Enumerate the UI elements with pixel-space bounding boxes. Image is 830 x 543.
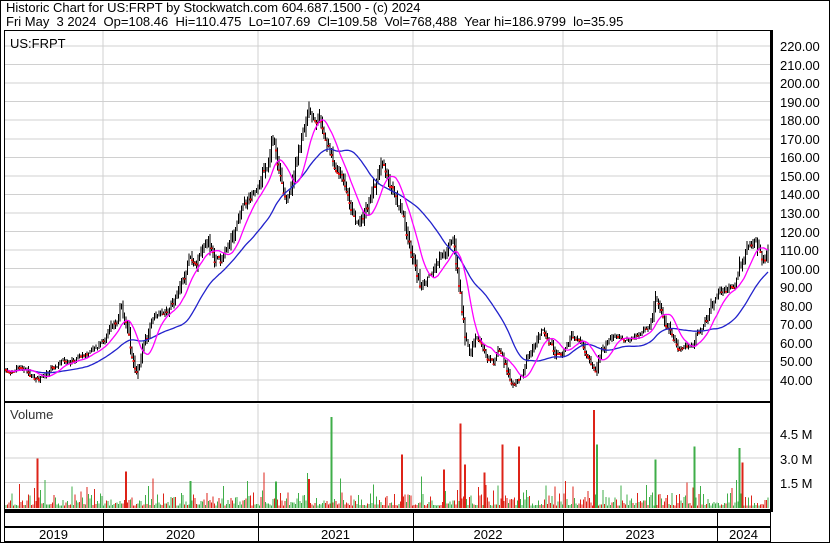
volume-tick-label: 1.5 M	[780, 476, 813, 492]
chart-title-bar: Historic Chart for US:FRPT by Stockwatch…	[6, 0, 421, 15]
year-separator	[103, 512, 104, 527]
price-tick-label: 70.00	[780, 317, 813, 333]
year-label: 2023	[625, 527, 655, 542]
year-separator	[717, 512, 718, 527]
price-tick-label: 60.00	[780, 335, 813, 351]
price-tick-label: 40.00	[780, 372, 813, 388]
quote-summary-bar: Fri May 3 2024 Op=108.46 Hi=110.475 Lo=1…	[6, 14, 624, 29]
price-tick-label: 90.00	[780, 280, 813, 296]
year-label: 2022	[473, 527, 503, 542]
price-tick-label: 180.00	[780, 113, 820, 129]
price-tick-label: 220.00	[780, 39, 820, 54]
price-tick-label: 210.00	[780, 57, 820, 73]
volume-tick-label: 3.0 M	[780, 451, 813, 467]
volume-panel	[4, 403, 773, 512]
volume-tick-label: 4.5 M	[780, 427, 813, 443]
year-label: 2019	[39, 527, 68, 542]
price-panel	[4, 30, 773, 403]
price-tick-label: 170.00	[780, 131, 820, 147]
year-separator	[717, 527, 718, 542]
year-separator	[103, 527, 104, 542]
price-tick-label: 110.00	[780, 243, 819, 259]
price-tick-label: 190.00	[780, 94, 820, 110]
year-separator	[413, 512, 414, 527]
price-tick-label: 100.00	[780, 261, 820, 277]
year-separator	[563, 512, 564, 527]
price-tick-label: 50.00	[780, 354, 813, 370]
price-tick-label: 150.00	[780, 168, 820, 184]
year-label: 2020	[166, 527, 195, 542]
price-tick-label: 200.00	[780, 76, 820, 92]
year-separator	[563, 527, 564, 542]
year-separator	[258, 512, 259, 527]
year-label: 2021	[321, 527, 350, 542]
price-tick-label: 80.00	[780, 298, 813, 314]
price-tick-label: 140.00	[780, 187, 820, 203]
symbol-label: US:FRPT	[10, 36, 66, 51]
price-tick-label: 130.00	[780, 205, 820, 221]
year-label: 2024	[729, 527, 758, 542]
price-tick-label: 120.00	[780, 224, 820, 240]
year-separator	[413, 527, 414, 542]
x-axis-spacer-row	[4, 512, 771, 527]
x-axis-year-row	[4, 527, 771, 542]
volume-label: Volume	[10, 407, 54, 422]
year-separator	[258, 527, 259, 542]
price-tick-label: 160.00	[780, 150, 820, 166]
